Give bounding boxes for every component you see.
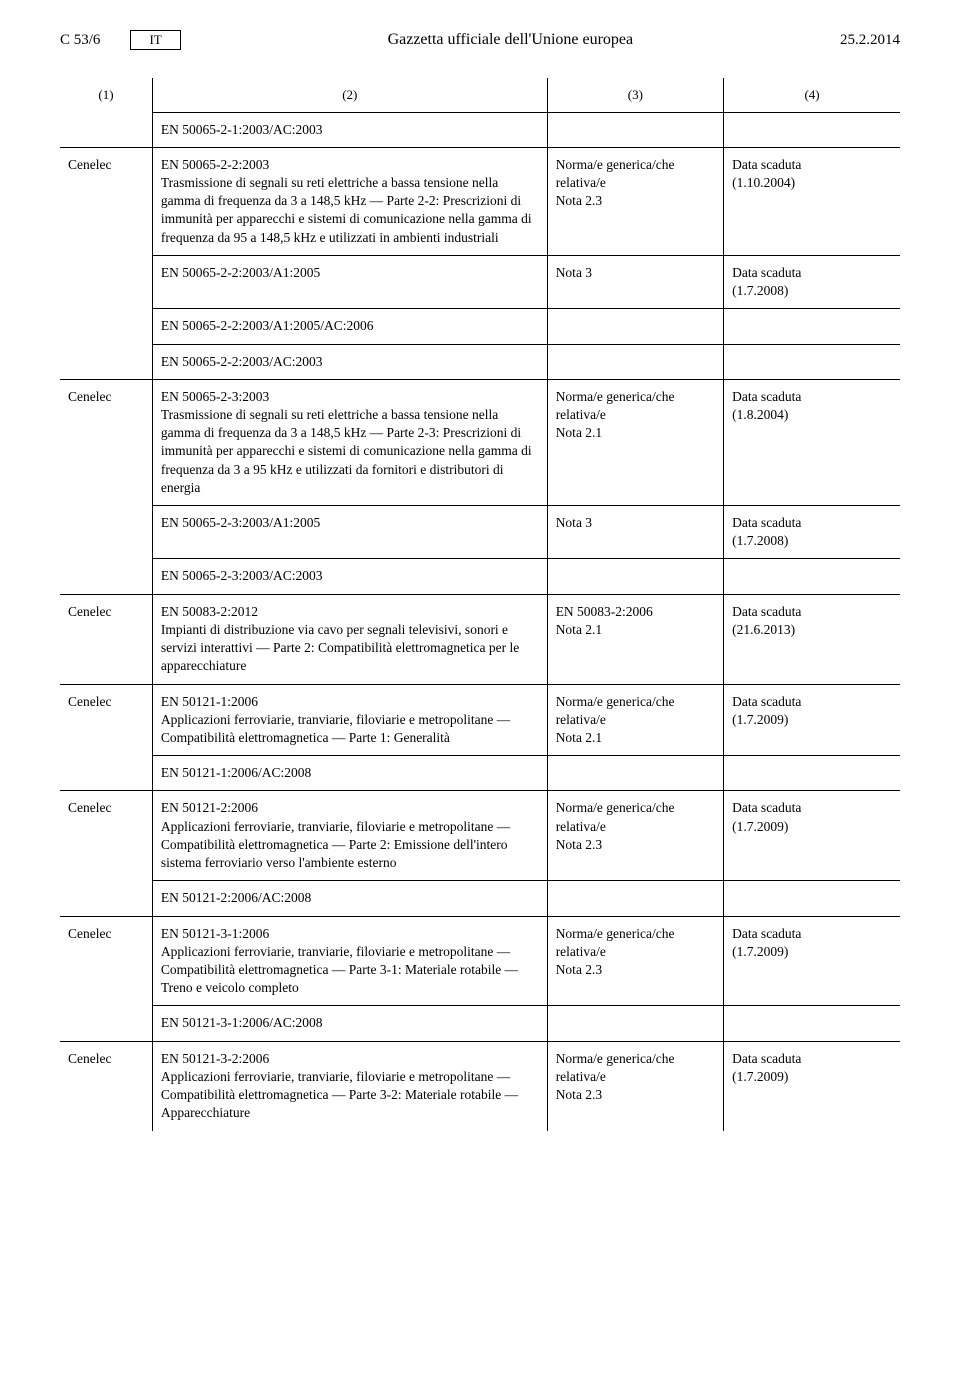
cell-date: Data scaduta (1.7.2009) [724,916,900,1006]
cell-standard: EN 50065-2-1:2003/AC:2003 [152,112,547,147]
cell-standard: EN 50083-2:2012 Impianti di distribuzion… [152,594,547,684]
table-row: EN 50065-2-1:2003/AC:2003 [60,112,900,147]
cell-standard: EN 50065-2-3:2003 Trasmissione di segnal… [152,379,547,505]
cell-standard: EN 50121-2:2006 Applicazioni ferroviarie… [152,791,547,881]
colhead-3: (3) [547,78,723,112]
cell-superseded: Norma/e generica/che relativa/e Nota 2.3 [547,791,723,881]
page-header: C 53/6 IT Gazzetta ufficiale dell'Unione… [60,30,900,50]
cell-standard: EN 50065-2-2:2003/AC:2003 [152,344,547,379]
cell-standard: EN 50065-2-2:2003 Trasmissione di segnal… [152,147,547,255]
table-row: EN 50065-2-2:2003/AC:2003 [60,344,900,379]
table-row: EN 50065-2-3:2003/A1:2005 Nota 3 Data sc… [60,506,900,559]
cell-superseded: Norma/e generica/che relativa/e Nota 2.3 [547,916,723,1006]
cell-date: Data scaduta (1.7.2009) [724,684,900,756]
journal-title: Gazzetta ufficiale dell'Unione europea [181,31,840,49]
header-date: 25.2.2014 [840,32,900,49]
cell-superseded: EN 50083-2:2006 Nota 2.1 [547,594,723,684]
standards-table: (1) (2) (3) (4) EN 50065-2-1:2003/AC:200… [60,78,900,1131]
cell-standard: EN 50065-2-3:2003/A1:2005 [152,506,547,559]
cell-standard: EN 50121-3-1:2006 Applicazioni ferroviar… [152,916,547,1006]
table-row: EN 50065-2-2:2003/A1:2005/AC:2006 [60,309,900,344]
table-row: EN 50065-2-2:2003/A1:2005 Nota 3 Data sc… [60,255,900,308]
cell-date: Data scaduta (1.7.2009) [724,791,900,881]
cell-superseded: Norma/e generica/che relativa/e Nota 2.1 [547,379,723,505]
cell-body: Cenelec [60,684,152,756]
cell-date: Data scaduta (1.7.2008) [724,255,900,308]
cell-date: Data scaduta (1.7.2009) [724,1041,900,1130]
cell-body: Cenelec [60,791,152,881]
table-row: Cenelec EN 50065-2-3:2003 Trasmissione d… [60,379,900,505]
table-row: Cenelec EN 50065-2-2:2003 Trasmissione d… [60,147,900,255]
cell-standard: EN 50121-2:2006/AC:2008 [152,881,547,916]
table-row: EN 50121-3-1:2006/AC:2008 [60,1006,900,1041]
table-row: Cenelec EN 50121-1:2006 Applicazioni fer… [60,684,900,756]
cell-standard: EN 50121-3-2:2006 Applicazioni ferroviar… [152,1041,547,1130]
cell-date: Data scaduta (21.6.2013) [724,594,900,684]
cell-standard: EN 50121-1:2006/AC:2008 [152,756,547,791]
table-row: Cenelec EN 50083-2:2012 Impianti di dist… [60,594,900,684]
cell-superseded: Norma/e generica/che relativa/e Nota 2.3 [547,1041,723,1130]
table-row: Cenelec EN 50121-2:2006 Applicazioni fer… [60,791,900,881]
cell-standard: EN 50065-2-2:2003/A1:2005/AC:2006 [152,309,547,344]
cell-date: Data scaduta (1.8.2004) [724,379,900,505]
cell-date: Data scaduta (1.7.2008) [724,506,900,559]
table-row: EN 50121-2:2006/AC:2008 [60,881,900,916]
page-reference: C 53/6 [60,32,100,49]
table-row: EN 50065-2-3:2003/AC:2003 [60,559,900,594]
cell-standard: EN 50065-2-2:2003/A1:2005 [152,255,547,308]
cell-body: Cenelec [60,1041,152,1130]
cell-superseded: Norma/e generica/che relativa/e Nota 2.1 [547,684,723,756]
cell-body: Cenelec [60,379,152,505]
header-left: C 53/6 IT [60,30,181,50]
cell-standard: EN 50065-2-3:2003/AC:2003 [152,559,547,594]
colhead-2: (2) [152,78,547,112]
table-row: Cenelec EN 50121-3-1:2006 Applicazioni f… [60,916,900,1006]
cell-body: Cenelec [60,594,152,684]
page: C 53/6 IT Gazzetta ufficiale dell'Unione… [0,0,960,1171]
table-row: Cenelec EN 50121-3-2:2006 Applicazioni f… [60,1041,900,1130]
cell-standard: EN 50121-1:2006 Applicazioni ferroviarie… [152,684,547,756]
cell-note: Nota 3 [547,255,723,308]
cell-body: Cenelec [60,147,152,255]
cell-superseded: Norma/e generica/che relativa/e Nota 2.3 [547,147,723,255]
language-badge: IT [130,30,180,50]
table-row: EN 50121-1:2006/AC:2008 [60,756,900,791]
colhead-1: (1) [60,78,152,112]
table-header-row: (1) (2) (3) (4) [60,78,900,112]
cell-note: Nota 3 [547,506,723,559]
cell-date: Data scaduta (1.10.2004) [724,147,900,255]
cell-standard: EN 50121-3-1:2006/AC:2008 [152,1006,547,1041]
colhead-4: (4) [724,78,900,112]
cell-body: Cenelec [60,916,152,1006]
